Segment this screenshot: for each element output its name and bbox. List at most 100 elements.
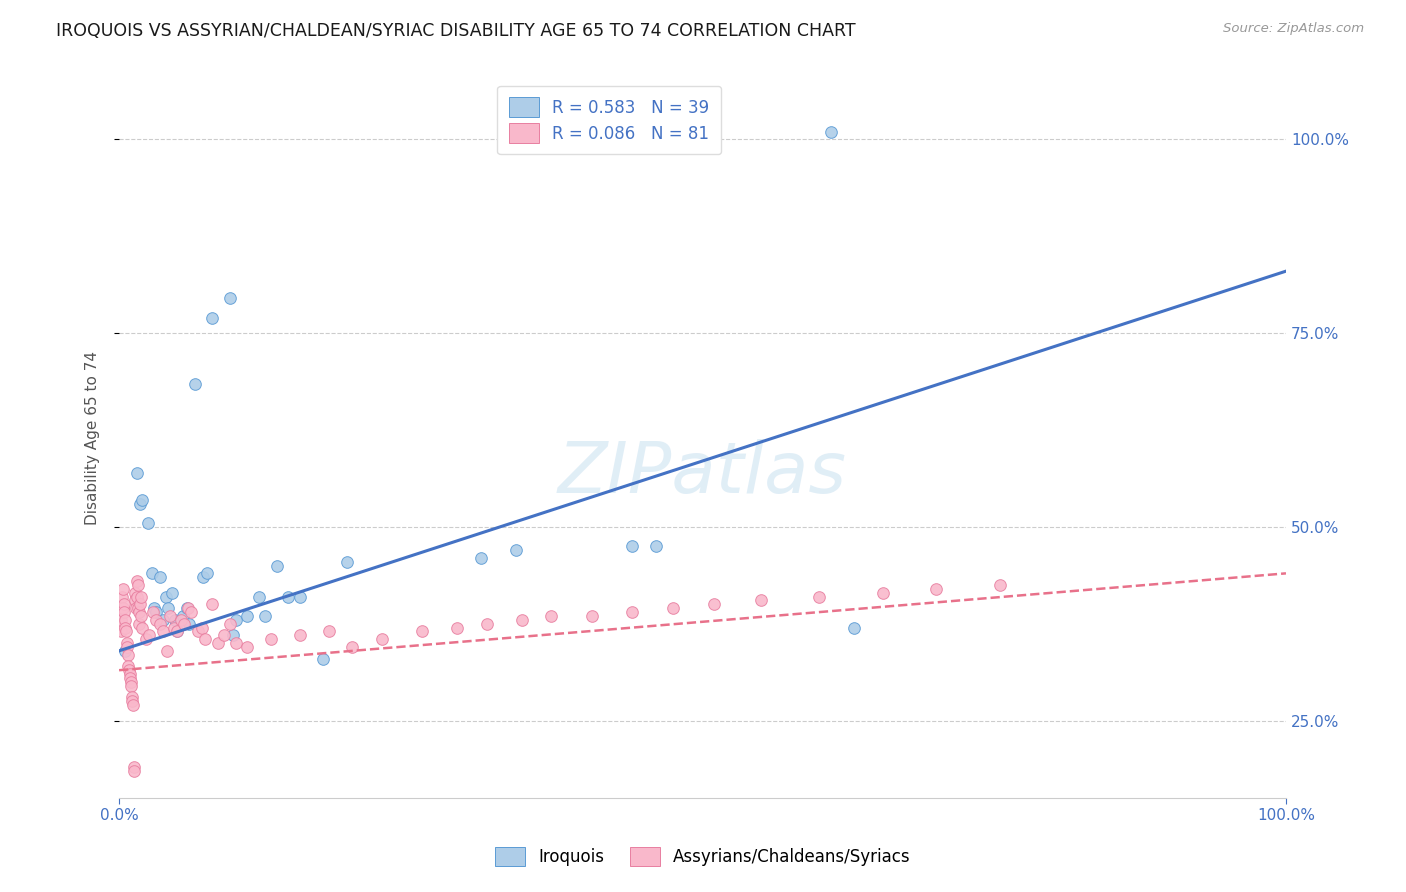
Point — [184, 376, 207, 391]
Point — [125, 601, 148, 615]
Point — [187, 624, 209, 639]
Point — [157, 601, 180, 615]
Point — [117, 659, 139, 673]
Point — [370, 632, 392, 647]
Point — [219, 616, 242, 631]
Point — [122, 760, 145, 774]
Point — [152, 624, 174, 639]
Point — [446, 621, 468, 635]
Point — [152, 613, 174, 627]
Point — [129, 609, 152, 624]
Point — [260, 632, 283, 647]
Point — [128, 605, 150, 619]
Point — [191, 570, 214, 584]
Point — [115, 640, 138, 654]
Point — [114, 644, 136, 658]
Point — [118, 663, 141, 677]
Point — [110, 624, 132, 639]
Point — [121, 690, 143, 705]
Point — [114, 621, 136, 635]
Point — [820, 125, 842, 139]
Point — [163, 621, 186, 635]
Point — [207, 636, 229, 650]
Point — [581, 609, 603, 624]
Point — [145, 613, 167, 627]
Point — [170, 613, 193, 627]
Text: Source: ZipAtlas.com: Source: ZipAtlas.com — [1223, 22, 1364, 36]
Point — [336, 555, 359, 569]
Text: ZIPatlas: ZIPatlas — [558, 439, 846, 508]
Point — [172, 609, 194, 624]
Point — [110, 613, 132, 627]
Point — [117, 648, 139, 662]
Point — [127, 578, 149, 592]
Point — [925, 582, 948, 596]
Point — [141, 566, 163, 581]
Point — [136, 516, 159, 530]
Point — [173, 616, 195, 631]
Point — [112, 582, 135, 596]
Y-axis label: Disability Age 65 to 74: Disability Age 65 to 74 — [86, 351, 100, 524]
Point — [122, 698, 145, 712]
Point — [142, 605, 165, 619]
Point — [312, 651, 335, 665]
Point — [872, 585, 894, 599]
Point — [135, 632, 157, 647]
Point — [131, 621, 153, 635]
Point — [288, 590, 311, 604]
Point — [120, 679, 142, 693]
Point — [149, 570, 172, 584]
Point — [219, 291, 242, 305]
Point — [225, 636, 247, 650]
Point — [247, 590, 270, 604]
Point — [342, 640, 364, 654]
Point — [149, 616, 172, 631]
Point — [475, 616, 498, 631]
Point — [176, 601, 198, 615]
Point — [122, 764, 145, 778]
Point — [266, 558, 288, 573]
Point — [121, 694, 143, 708]
Point — [180, 605, 202, 619]
Point — [112, 598, 135, 612]
Point — [127, 601, 149, 615]
Point — [129, 598, 152, 612]
Point — [703, 598, 725, 612]
Point — [166, 624, 188, 639]
Point — [222, 628, 245, 642]
Point — [644, 539, 666, 553]
Point — [111, 601, 134, 615]
Point — [115, 636, 138, 650]
Point — [277, 590, 299, 604]
Point — [195, 566, 218, 581]
Point — [118, 667, 141, 681]
Point — [288, 628, 311, 642]
Point — [128, 616, 150, 631]
Point — [165, 613, 187, 627]
Point — [318, 624, 340, 639]
Point — [129, 497, 152, 511]
Point — [127, 574, 149, 588]
Point — [540, 609, 562, 624]
Point — [143, 601, 166, 615]
Point — [159, 609, 181, 624]
Point — [120, 674, 142, 689]
Point — [131, 492, 153, 507]
Point — [138, 628, 160, 642]
Point — [201, 310, 224, 325]
Point — [155, 590, 177, 604]
Point — [112, 605, 135, 619]
Point — [510, 613, 533, 627]
Text: IROQUOIS VS ASSYRIAN/CHALDEAN/SYRIAC DISABILITY AGE 65 TO 74 CORRELATION CHART: IROQUOIS VS ASSYRIAN/CHALDEAN/SYRIAC DIS… — [56, 22, 856, 40]
Point — [156, 644, 179, 658]
Point — [124, 585, 146, 599]
Point — [808, 590, 831, 604]
Point — [236, 640, 259, 654]
Point — [111, 590, 134, 604]
Point — [194, 632, 217, 647]
Point — [236, 609, 259, 624]
Point — [115, 624, 138, 639]
Point — [124, 593, 146, 607]
Legend: Iroquois, Assyrians/Chaldeans/Syriacs: Iroquois, Assyrians/Chaldeans/Syriacs — [482, 833, 924, 880]
Point — [411, 624, 433, 639]
